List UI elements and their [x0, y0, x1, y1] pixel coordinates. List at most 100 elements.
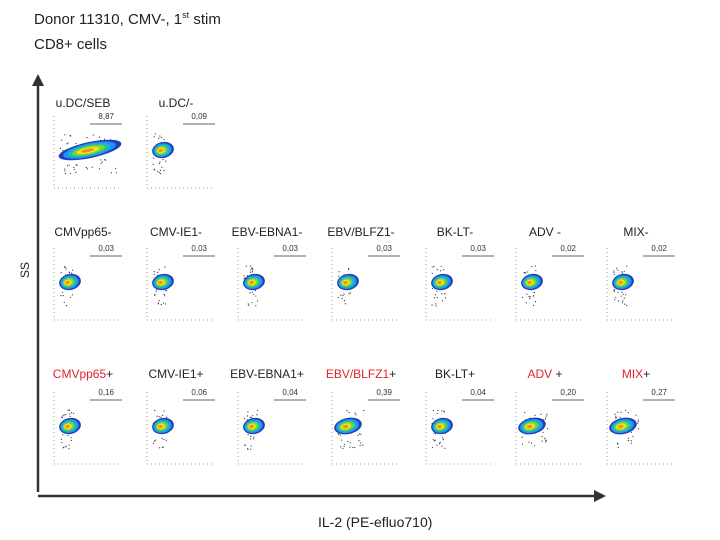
event-dot	[432, 410, 435, 412]
event-dot	[249, 265, 252, 267]
event-dot	[256, 414, 258, 416]
event-dot	[76, 164, 78, 166]
event-dot	[341, 439, 343, 441]
event-dot	[247, 447, 249, 450]
event-dot	[431, 304, 433, 306]
y-axis-arrow	[32, 74, 44, 86]
gate-percentage: 0,06	[191, 388, 207, 397]
event-dot	[163, 138, 165, 141]
event-dot	[61, 291, 64, 293]
event-dot	[349, 292, 352, 294]
event-dot	[522, 296, 524, 299]
event-dot	[251, 301, 253, 304]
event-dot	[626, 304, 628, 306]
flow-plot-svg	[146, 116, 215, 189]
event-dot	[529, 297, 531, 300]
event-dot	[613, 289, 615, 291]
event-dot	[436, 290, 438, 292]
event-dot	[163, 293, 165, 295]
event-dot	[70, 412, 73, 414]
plot-label-sign: +	[552, 367, 563, 381]
plot-label-text: CMV-IE1+	[148, 367, 204, 381]
plot-axes	[606, 248, 675, 321]
flow-plot-svg	[53, 116, 122, 189]
event-dot	[343, 300, 346, 302]
event-dot	[70, 437, 72, 439]
gate-percentage: 0,03	[282, 244, 298, 253]
event-dot	[252, 267, 254, 270]
event-dot	[246, 415, 249, 417]
event-dot	[60, 139, 63, 141]
density-contour	[81, 148, 94, 153]
event-dot	[435, 305, 437, 307]
event-dot	[545, 417, 547, 419]
event-dot	[103, 138, 106, 140]
event-dot	[98, 136, 101, 138]
plot-label-text: MIX-	[623, 225, 649, 239]
event-dot	[637, 422, 639, 424]
flow-plot-svg	[425, 392, 494, 465]
flow-plot-svg	[425, 248, 494, 321]
gate-percentage: 0,04	[470, 388, 486, 397]
event-dot	[60, 271, 62, 274]
event-dot	[59, 147, 62, 149]
x-axis-arrow	[594, 490, 606, 502]
event-dot	[250, 416, 252, 419]
event-dot	[63, 301, 65, 303]
event-dot	[338, 433, 340, 435]
event-dot	[347, 440, 349, 443]
gate-percentage: 0,39	[376, 388, 392, 397]
plot-label-text: MIX	[621, 367, 644, 381]
event-dot	[254, 289, 257, 292]
density-contour	[158, 424, 163, 429]
flow-plot: 0,03	[143, 244, 215, 322]
event-dot	[253, 436, 255, 438]
event-dot	[71, 272, 73, 274]
event-dot	[65, 446, 67, 448]
gate-percentage: 0,03	[191, 244, 207, 253]
event-dot	[529, 296, 531, 298]
event-dot	[348, 268, 350, 270]
event-dot	[158, 137, 160, 139]
event-dot	[158, 172, 161, 174]
event-dot	[360, 433, 362, 435]
event-dot	[528, 295, 530, 297]
gate-percentage: 0,03	[98, 244, 114, 253]
event-dot	[546, 413, 548, 415]
event-dot	[436, 412, 438, 414]
event-dot	[61, 442, 63, 444]
event-dot	[154, 133, 156, 135]
density-contour	[342, 424, 349, 429]
event-dot	[441, 437, 444, 439]
flow-plot: 0,27	[603, 388, 675, 466]
chart-title: Donor 11310, CMV-, 1st stim	[34, 10, 221, 28]
plot-label: BK-LT+	[410, 367, 500, 381]
event-dot	[92, 134, 94, 136]
event-dot	[68, 444, 70, 446]
event-dot	[164, 303, 167, 305]
event-dot	[359, 433, 361, 435]
event-dot	[161, 136, 163, 139]
event-dot	[638, 428, 640, 430]
event-dot	[65, 268, 67, 270]
event-dot	[250, 267, 253, 269]
event-dot	[157, 302, 159, 304]
event-dot	[542, 431, 544, 434]
event-dot	[632, 435, 634, 438]
event-dot	[69, 134, 71, 137]
event-dot	[621, 302, 623, 304]
plot-label-text: ADV	[527, 367, 553, 381]
plot-axes	[515, 248, 584, 321]
event-dot	[154, 169, 156, 171]
event-dot	[340, 446, 342, 448]
event-dot	[163, 410, 165, 412]
event-dot	[73, 412, 75, 414]
event-dot	[630, 431, 632, 433]
event-dot	[162, 446, 164, 448]
density-contour	[158, 148, 163, 153]
event-dot	[444, 293, 446, 295]
event-dot	[249, 292, 251, 294]
event-dot	[521, 436, 523, 438]
event-dot	[153, 136, 155, 138]
flow-plot: 0,09	[143, 112, 215, 190]
